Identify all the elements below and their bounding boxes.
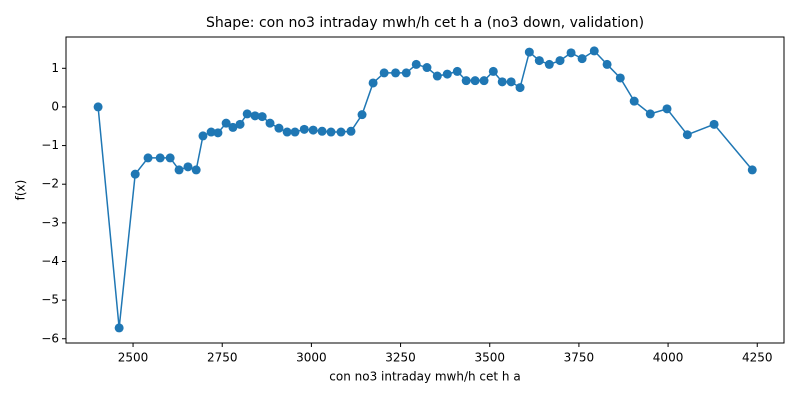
data-point: [299, 124, 309, 134]
y-tick-label: 0: [51, 99, 59, 113]
data-point: [290, 127, 300, 137]
data-point: [544, 59, 554, 69]
data-point: [442, 69, 452, 79]
y-tick-label: −1: [41, 138, 59, 152]
x-axis-label: con no3 intraday mwh/h cet h a: [329, 370, 520, 384]
data-point: [747, 165, 757, 175]
x-tick-label: 4000: [653, 351, 684, 365]
data-point: [206, 127, 216, 137]
data-point: [391, 68, 401, 78]
data-point: [379, 68, 389, 78]
data-point: [422, 63, 432, 73]
y-tick-label: 1: [51, 61, 59, 75]
x-tick-label: 3250: [385, 351, 416, 365]
data-point: [346, 126, 356, 136]
data-point: [228, 122, 238, 132]
data-point: [326, 127, 336, 137]
data-point: [221, 118, 231, 128]
data-point: [242, 109, 252, 119]
x-tick-label: 3000: [296, 351, 327, 365]
chart-title: Shape: con no3 intraday mwh/h cet h a (n…: [206, 15, 644, 31]
data-point: [602, 59, 612, 69]
data-point: [308, 125, 318, 135]
data-point: [401, 68, 411, 78]
data-point: [506, 77, 516, 87]
data-point: [174, 165, 184, 175]
data-point: [629, 96, 639, 106]
data-point: [470, 76, 480, 86]
data-point: [566, 48, 576, 58]
data-point: [265, 118, 275, 128]
x-tick-label: 3500: [474, 351, 505, 365]
x-tick-label: 4250: [742, 351, 773, 365]
data-point: [577, 54, 587, 64]
x-tick-label: 2750: [207, 351, 238, 365]
data-point: [368, 78, 378, 88]
data-point: [143, 153, 153, 163]
data-point: [235, 119, 245, 129]
data-point: [198, 131, 208, 141]
y-tick-label: −3: [41, 215, 59, 229]
data-point: [357, 110, 367, 120]
data-point: [662, 104, 672, 114]
data-point: [515, 83, 525, 93]
data-point: [589, 46, 599, 56]
data-point: [497, 77, 507, 87]
plot-frame: [65, 36, 785, 344]
x-tick-label: 2500: [118, 351, 149, 365]
data-point: [317, 126, 327, 136]
data-point: [411, 59, 421, 69]
data-point: [93, 102, 103, 112]
y-tick-label: −5: [41, 293, 59, 307]
data-point: [432, 71, 442, 81]
data-point: [282, 127, 292, 137]
data-point: [191, 165, 201, 175]
data-point: [461, 76, 471, 86]
data-point: [257, 112, 267, 122]
y-tick-label: −2: [41, 177, 59, 191]
data-point: [114, 323, 124, 333]
data-point: [524, 47, 534, 57]
data-point: [183, 162, 193, 172]
data-point: [336, 127, 346, 137]
x-tick-label: 3750: [564, 351, 595, 365]
data-point: [452, 66, 462, 76]
data-point: [488, 66, 498, 76]
data-point: [615, 73, 625, 83]
y-tick-label: −6: [41, 331, 59, 345]
data-point: [555, 56, 565, 66]
data-point: [709, 119, 719, 129]
y-tick-label: −4: [41, 254, 59, 268]
data-point: [479, 76, 489, 86]
data-point: [682, 130, 692, 140]
data-point: [165, 153, 175, 163]
data-point: [274, 123, 284, 133]
data-point: [155, 153, 165, 163]
data-point: [130, 169, 140, 179]
data-point: [250, 111, 260, 121]
data-point: [213, 128, 223, 138]
y-axis-label: f(x): [14, 180, 28, 201]
data-point: [534, 56, 544, 66]
data-line: [97, 49, 753, 329]
data-point: [645, 109, 655, 119]
